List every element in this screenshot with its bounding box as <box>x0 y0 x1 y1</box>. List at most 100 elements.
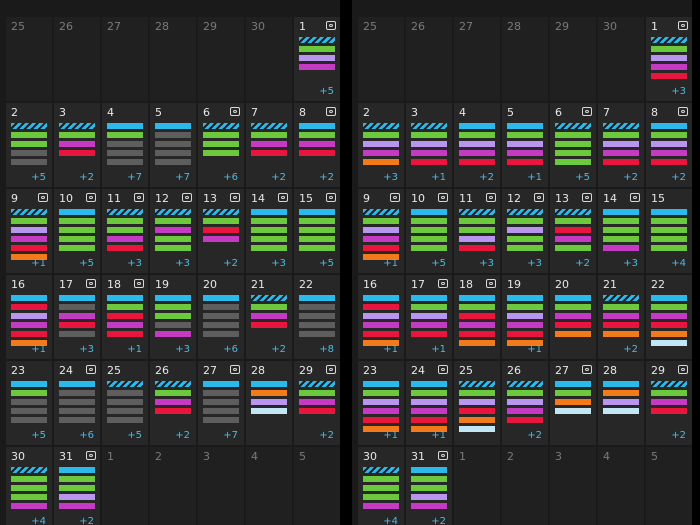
day-cell[interactable]: 5 <box>646 447 692 525</box>
event-bar[interactable] <box>11 417 47 423</box>
event-bar[interactable] <box>251 390 287 396</box>
more-events-count[interactable]: +2 <box>79 172 94 183</box>
event-bar[interactable] <box>411 399 447 405</box>
more-events-count[interactable]: +3 <box>271 258 286 269</box>
event-bar[interactable] <box>203 408 239 414</box>
event-bar[interactable] <box>651 209 687 215</box>
event-bar[interactable] <box>59 467 95 473</box>
day-cell[interactable]: 4 <box>598 447 644 525</box>
event-bar[interactable] <box>203 236 239 242</box>
event-bar[interactable] <box>651 245 687 251</box>
event-bar[interactable] <box>11 227 47 233</box>
event-bar[interactable] <box>251 304 287 310</box>
day-cell[interactable]: 26 +2 <box>150 361 196 445</box>
event-bar[interactable] <box>555 227 591 233</box>
day-cell[interactable]: 26 <box>406 17 452 101</box>
event-bar[interactable] <box>59 494 95 500</box>
day-cell[interactable]: 29 +2 <box>646 361 692 445</box>
event-bar[interactable] <box>651 218 687 224</box>
more-events-count[interactable]: +4 <box>31 516 46 525</box>
event-bar[interactable] <box>459 209 495 215</box>
day-cell[interactable]: 12 +3 <box>150 189 196 273</box>
day-cell[interactable]: 2 +5 <box>6 103 52 187</box>
event-bar[interactable] <box>59 123 95 129</box>
event-bar[interactable] <box>507 417 543 423</box>
more-events-count[interactable]: +3 <box>671 86 686 97</box>
event-bar[interactable] <box>299 123 335 129</box>
event-bar[interactable] <box>11 322 47 328</box>
event-bar[interactable] <box>363 476 399 482</box>
event-bar[interactable] <box>11 503 47 509</box>
event-bar[interactable] <box>411 236 447 242</box>
event-bar[interactable] <box>363 245 399 251</box>
event-bar[interactable] <box>651 399 687 405</box>
event-bar[interactable] <box>651 295 687 301</box>
day-cell[interactable]: 6 +5 <box>550 103 596 187</box>
day-cell[interactable]: 17 +3 <box>54 275 100 359</box>
event-bar[interactable] <box>203 150 239 156</box>
event-bar[interactable] <box>59 485 95 491</box>
day-cell[interactable]: 16 +1 <box>358 275 404 359</box>
event-bar[interactable] <box>11 132 47 138</box>
event-bar[interactable] <box>507 159 543 165</box>
event-bar[interactable] <box>203 322 239 328</box>
day-cell[interactable]: 21 +2 <box>598 275 644 359</box>
event-bar[interactable] <box>411 304 447 310</box>
event-bar[interactable] <box>59 295 95 301</box>
day-cell[interactable]: 30 +4 <box>358 447 404 525</box>
event-bar[interactable] <box>507 227 543 233</box>
event-bar[interactable] <box>59 417 95 423</box>
event-bar[interactable] <box>363 340 399 346</box>
event-bar[interactable] <box>299 150 335 156</box>
day-cell[interactable]: 27 <box>454 17 500 101</box>
day-cell[interactable]: 5 +1 <box>502 103 548 187</box>
event-bar[interactable] <box>203 141 239 147</box>
event-bar[interactable] <box>203 399 239 405</box>
day-cell[interactable]: 4 <box>246 447 292 525</box>
event-bar[interactable] <box>459 417 495 423</box>
event-bar[interactable] <box>11 254 47 260</box>
event-bar[interactable] <box>411 295 447 301</box>
day-cell[interactable]: 11 +3 <box>454 189 500 273</box>
event-bar[interactable] <box>459 227 495 233</box>
event-bar[interactable] <box>11 123 47 129</box>
event-bar[interactable] <box>251 227 287 233</box>
more-events-count[interactable]: +1 <box>431 344 446 355</box>
event-bar[interactable] <box>507 245 543 251</box>
event-bar[interactable] <box>155 245 191 251</box>
more-events-count[interactable]: +5 <box>319 86 334 97</box>
more-events-count[interactable]: +1 <box>31 344 46 355</box>
event-bar[interactable] <box>651 381 687 387</box>
event-bar[interactable] <box>11 408 47 414</box>
day-cell[interactable]: 13 +2 <box>198 189 244 273</box>
event-bar[interactable] <box>11 381 47 387</box>
event-bar[interactable] <box>363 426 399 432</box>
more-events-count[interactable]: +3 <box>479 258 494 269</box>
event-bar[interactable] <box>11 150 47 156</box>
event-bar[interactable] <box>155 399 191 405</box>
event-bar[interactable] <box>59 132 95 138</box>
event-bar[interactable] <box>155 304 191 310</box>
event-bar[interactable] <box>555 245 591 251</box>
more-events-count[interactable]: +3 <box>527 258 542 269</box>
day-cell[interactable]: 18 +1 <box>102 275 148 359</box>
event-bar[interactable] <box>251 313 287 319</box>
event-bar[interactable] <box>411 381 447 387</box>
event-bar[interactable] <box>555 209 591 215</box>
day-cell[interactable]: 29 <box>198 17 244 101</box>
event-bar[interactable] <box>155 209 191 215</box>
event-bar[interactable] <box>11 313 47 319</box>
event-bar[interactable] <box>203 417 239 423</box>
event-bar[interactable] <box>251 141 287 147</box>
event-bar[interactable] <box>11 485 47 491</box>
event-bar[interactable] <box>507 295 543 301</box>
event-bar[interactable] <box>251 132 287 138</box>
day-cell[interactable]: 2 <box>150 447 196 525</box>
event-bar[interactable] <box>251 123 287 129</box>
event-bar[interactable] <box>363 123 399 129</box>
more-events-count[interactable]: +2 <box>575 258 590 269</box>
event-bar[interactable] <box>251 408 287 414</box>
event-bar[interactable] <box>363 209 399 215</box>
event-bar[interactable] <box>107 408 143 414</box>
event-bar[interactable] <box>603 295 639 301</box>
